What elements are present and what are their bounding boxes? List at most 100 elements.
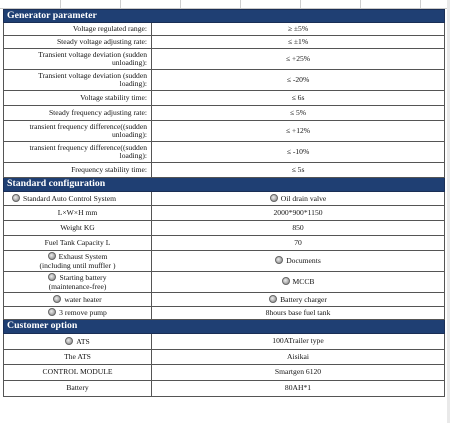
table-row: ATS 100ATrailer type [3,333,446,350]
table-row: water heater Battery charger [3,292,446,307]
bullet-icon [47,252,56,261]
table-row: Steady voltage adjusting rate: ≤ ±1% [3,35,446,49]
bullet-icon [269,294,278,303]
param-label: Transient voltage deviation (sudden unlo… [3,48,152,70]
section-standard-configuration: Standard configuration [2,177,446,192]
config-label-line: Starting battery [6,273,149,282]
param-label-line: Transient voltage deviation (sudden [38,49,147,59]
param-label-line: Transient voltage deviation (sudden [38,70,147,80]
section-title: Standard configuration [2,177,446,192]
config-item: Fuel Tank Capacity L [3,235,152,251]
table-row: transient frequency difference((sudden u… [3,120,446,142]
config-item: Exhaust System (including until muffler … [3,250,152,272]
table-row: Transient voltage deviation (sudden unlo… [3,48,446,70]
option-label: ATS [76,336,90,346]
table-row: Weight KG 850 [3,220,446,236]
table-row: Standard Auto Control System Oil drain v… [3,191,446,206]
param-label-line: loading): [119,151,147,160]
param-label-line: unloading): [111,130,147,139]
param-value: ≤ -10% [150,141,446,163]
config-item: Battery charger [150,292,446,307]
bullet-icon [12,193,20,202]
config-label: Documents [286,256,321,266]
config-item: 850 [150,220,446,236]
right-edge [447,0,450,423]
param-value: ≤ ±1% [150,35,446,49]
bullet-icon [48,308,57,317]
config-item: Starting battery (maintenance-free) [3,271,152,293]
config-label: Standard Auto Control System [23,193,117,203]
param-label-line: unloading): [111,58,147,67]
table-row: Voltage stability time: ≤ 6s [3,90,446,106]
config-label: Exhaust System [58,252,108,262]
table-row: Starting battery (maintenance-free) MCCB [3,271,446,293]
table-row: The ATS Aisikai [3,349,446,365]
spec-sheet: Generator parameter Voltage regulated ra… [2,9,446,397]
config-label: water heater [64,294,102,304]
option-item: CONTROL MODULE [3,364,152,381]
config-label: Starting battery [59,273,107,283]
config-label: MCCB [292,277,315,287]
section-title: Customer option [2,319,446,334]
param-value: ≤ 5% [150,105,446,121]
config-label-line: (maintenance-free) [48,281,107,291]
table-row: Battery 80AH*1 [3,380,446,397]
table-row: Transient voltage deviation (sudden load… [3,69,446,91]
config-label: Battery charger [280,294,327,304]
option-item: The ATS [3,349,152,365]
table-row: Steady frequency adjusting rate: ≤ 5% [3,105,446,121]
param-value: ≤ -20% [150,69,446,91]
param-label: Transient voltage deviation (sudden load… [3,69,152,91]
option-value: 80AH*1 [150,380,446,397]
config-item: Weight KG [3,220,152,236]
table-row: Fuel Tank Capacity L 70 [3,235,446,251]
param-label-line: transient frequency difference((sudden [29,121,147,131]
option-value: 100ATrailer type [150,333,446,350]
bullet-icon [65,336,74,345]
config-item: 3 remove pump [3,306,152,320]
bullet-icon [275,256,284,265]
param-value: ≤ +25% [150,48,446,70]
param-label: Frequency stability time: [3,162,152,178]
config-item: Documents [150,250,446,272]
param-label-line: transient frequency difference((sudden [29,142,147,152]
param-label: Steady voltage adjusting rate: [3,35,152,49]
config-item: 8hours base fuel tank [150,306,446,320]
table-row: L×W×H mm 2000*900*1150 [3,205,446,221]
config-label-line: Exhaust System [6,252,149,261]
param-label-line: loading): [119,79,147,88]
option-item: Battery [3,380,152,397]
section-customer-option: Customer option [2,319,446,334]
config-item: Oil drain valve [150,191,446,206]
param-value: ≤ 5s [150,162,446,178]
config-label: 3 remove pump [59,308,107,318]
param-label: Steady frequency adjusting rate: [3,105,152,121]
spreadsheet-gridline [0,0,450,9]
table-row: CONTROL MODULE Smartgen 6120 [3,364,446,381]
param-label: transient frequency difference((sudden u… [3,120,152,142]
section-title: Generator parameter [2,9,446,23]
table-row: Exhaust System (including until muffler … [3,250,446,272]
config-item: MCCB [150,271,446,293]
table-row: 3 remove pump 8hours base fuel tank [3,306,446,320]
param-label: Voltage stability time: [3,90,152,106]
config-label-line: (including until muffler ) [39,260,116,270]
option-value: Smartgen 6120 [150,364,446,381]
option-item: ATS [3,333,152,350]
spec-table: Generator parameter Voltage regulated ra… [2,9,446,397]
section-generator-parameter: Generator parameter [2,9,446,23]
param-label: transient frequency difference((sudden l… [3,141,152,163]
config-label: Oil drain valve [280,193,327,203]
table-row: Voltage regulated range: ≥ ±5% [3,22,446,36]
config-item: Standard Auto Control System [3,191,152,206]
config-item: L×W×H mm [3,205,152,221]
config-item: 2000*900*1150 [150,205,446,221]
table-row: Frequency stability time: ≤ 5s [3,162,446,178]
config-item: water heater [3,292,152,307]
table-row: transient frequency difference((sudden l… [3,141,446,163]
param-label: Voltage regulated range: [3,22,152,36]
config-item: 70 [150,235,446,251]
param-value: ≥ ±5% [150,22,446,36]
param-value: ≤ 6s [150,90,446,106]
bullet-icon [281,277,290,286]
